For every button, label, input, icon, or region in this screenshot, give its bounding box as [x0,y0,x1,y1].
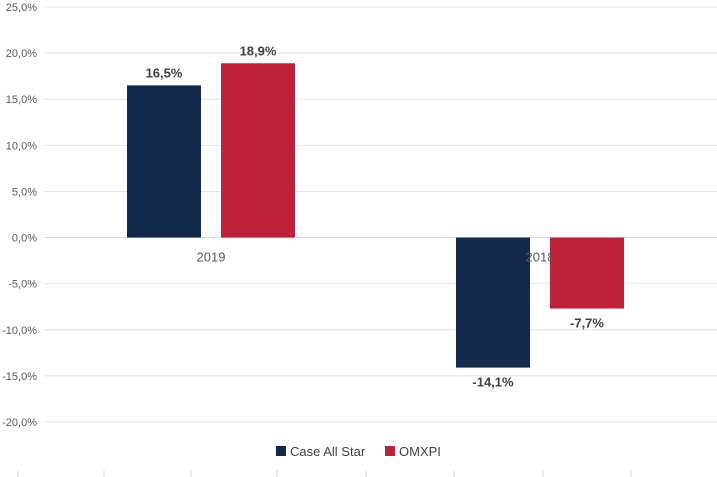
bar-2019-0 [127,85,201,238]
data-label: -14,1% [472,375,514,390]
y-tick-label: 10,0% [6,140,37,152]
data-label: -7,7% [570,316,604,331]
bar-2018-1 [550,237,624,309]
bars [127,63,624,368]
bar-2019-1 [221,63,295,238]
bar-2018-0 [456,237,530,368]
category-label: 2018 [526,250,555,265]
data-label: 18,9% [240,43,277,58]
y-tick-label: 15,0% [6,94,37,106]
y-tick-label: -5,0% [8,279,37,291]
category-labels: 2019 2018 [197,250,555,265]
y-tick-label: 5,0% [12,186,37,198]
y-tick-label: 25,0% [6,2,37,14]
data-label: 16,5% [146,65,183,80]
y-tick-label: -20,0% [2,417,37,429]
legend-label: Case All Star [290,444,366,459]
data-labels: 16,5% 18,9% -14,1% -7,7% [146,43,605,389]
y-axis-ticks: 25,0% 20,0% 15,0% 10,0% 5,0% 0,0% -5,0% -10,0% -… [2,2,37,429]
y-tick-label: -10,0% [2,325,37,337]
y-tick-label: 20,0% [6,48,37,60]
y-tick-label: -15,0% [2,371,37,383]
legend: Case All Star OMXPI [276,444,441,459]
legend-swatch [276,446,286,456]
legend-label: OMXPI [399,444,441,459]
y-tick-label: 0,0% [12,233,37,245]
category-label: 2019 [197,250,226,265]
legend-swatch [385,446,395,456]
